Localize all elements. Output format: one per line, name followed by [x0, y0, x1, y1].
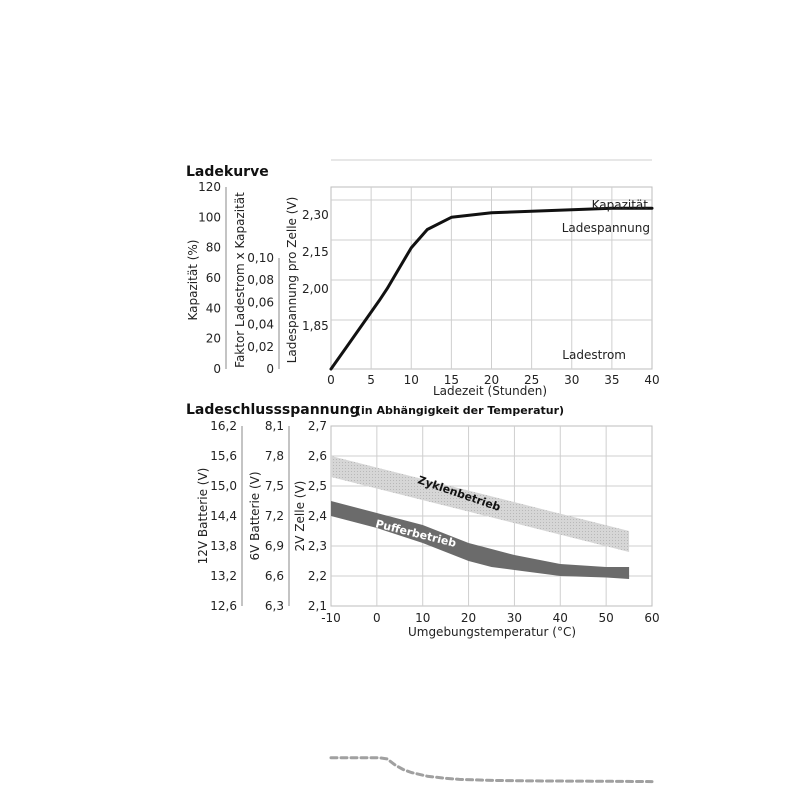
chart1-ytick-current: 0,02	[247, 340, 274, 354]
chart1-ytick-current: 0,06	[247, 295, 274, 309]
chart2-ticks: -10 0 10 20 30 40 50 60 12,6 13,2 13,8 14,4 15,0 15,6…	[210, 419, 659, 625]
chart1-ytick-voltage: 1,85	[302, 319, 329, 333]
chart2-subtitle: (in Abhängigkeit der Temperatur)	[356, 404, 564, 417]
band-zyklenbetrieb	[331, 456, 630, 552]
chart1-ylabel-current-factor: Faktor Ladestrom x Kapazität	[233, 192, 247, 368]
chart1-xtick-label: 25	[524, 373, 539, 387]
chart2-ytick-6v: 6,9	[265, 539, 284, 553]
chart2-ytick-12v: 14,4	[210, 509, 237, 523]
chart1-ytick-current: 0,08	[247, 273, 274, 287]
chart1-axis-labels: Ladezeit (Stunden) Kapazität (%) Faktor …	[186, 192, 650, 398]
chart1-grid	[330, 159, 653, 370]
series-label-ladestrom: Ladestrom	[562, 348, 626, 362]
chart2-ytick-6v: 6,3	[265, 599, 284, 613]
band-label-pufferbetrieb: Pufferbetrieb	[374, 517, 458, 550]
chart2-ytick-12v: 13,8	[210, 539, 237, 553]
chart2-ytick-2v: 2,5	[308, 479, 327, 493]
chart2-ytick-6v: 8,1	[265, 419, 284, 433]
chart1-ytick-voltage: 2,00	[302, 282, 329, 296]
chart2-xtick-label: 0	[373, 611, 381, 625]
chart2-ytick-2v: 2,3	[308, 539, 327, 553]
chart1-ytick-capacity: 20	[206, 332, 221, 346]
chart1-ytick-current: 0,10	[247, 251, 274, 265]
chart2-ylabel-12v: 12V Batterie (V)	[196, 468, 210, 565]
chart1-xtick-label: 35	[604, 373, 619, 387]
chart1-xtick-label: 0	[327, 373, 335, 387]
chart1-xlabel: Ladezeit (Stunden)	[433, 384, 547, 398]
chart2-ytick-2v: 2,6	[308, 449, 327, 463]
chart2-ytick-2v: 2,4	[308, 509, 327, 523]
chart2-ytick-6v: 7,2	[265, 509, 284, 523]
chart1-xtick-label: 5	[367, 373, 375, 387]
chart2-xtick-label: 60	[644, 611, 659, 625]
band-pufferbetrieb	[331, 501, 630, 579]
chart2-title: Ladeschlussspannung	[186, 402, 360, 418]
chart2-xtick-label: 20	[461, 611, 476, 625]
chart2-ylabel-6v: 6V Batterie (V)	[248, 471, 262, 560]
chart2-ytick-2v: 2,2	[308, 569, 327, 583]
chart1-ytick-current: 0	[266, 362, 274, 376]
chart1-ytick-voltage: 2,30	[302, 208, 329, 222]
chart1-ytick-capacity: 120	[198, 180, 221, 194]
chart1-ytick-capacity: 60	[206, 271, 221, 285]
chart2-ytick-2v: 2,7	[308, 419, 327, 433]
chart1-xtick-label: 20	[484, 373, 499, 387]
chart2-ytick-6v: 7,8	[265, 449, 284, 463]
chart1-ylabel-capacity: Kapazität (%)	[186, 240, 200, 321]
chart2-ytick-12v: 12,6	[210, 599, 237, 613]
chart1-ylabel-voltage: Ladespannung pro Zelle (V)	[285, 197, 299, 364]
chart2-ytick-6v: 6,6	[265, 569, 284, 583]
series-label-ladespannung: Ladespannung	[562, 221, 650, 235]
chart2-ytick-6v: 7,5	[265, 479, 284, 493]
chart1-ytick-capacity: 100	[198, 210, 221, 224]
chart2-xtick-label: 30	[507, 611, 522, 625]
chart1-ytick-voltage: 2,15	[302, 245, 329, 259]
chart2-bands	[331, 456, 630, 579]
series-label-kapazitaet: Kapazität	[592, 198, 649, 212]
chart1-ytick-capacity: 80	[206, 241, 221, 255]
chart2-xlabel: Umgebungstemperatur (°C)	[408, 625, 576, 639]
chart1-ytick-capacity: 40	[206, 301, 221, 315]
chart2-ytick-12v: 15,6	[210, 449, 237, 463]
chart2-ytick-12v: 13,2	[210, 569, 237, 583]
series-line-kapazitaet	[329, 206, 654, 371]
chart2-xtick-label: 40	[553, 611, 568, 625]
chart2-ylabel-2v: 2V Zelle (V)	[293, 481, 307, 552]
chart1-ticks: 0 5 10 15 20 25 30 35 40 0 20 40 60 80 100 120 0 0,02 0,04…	[198, 180, 660, 387]
chart1-series	[329, 206, 654, 784]
chart1-xtick-label: 10	[404, 373, 419, 387]
chart2-ytick-12v: 16,2	[210, 419, 237, 433]
chart2-xtick-label: -10	[321, 611, 341, 625]
series-line-ladestrom	[329, 756, 654, 784]
chart1-xtick-label: 40	[644, 373, 659, 387]
chart1-ytick-capacity: 0	[213, 362, 221, 376]
chart2-xtick-label: 50	[599, 611, 614, 625]
chart1-xtick-label: 30	[564, 373, 579, 387]
chart1-xtick-label: 15	[444, 373, 459, 387]
chart1-title: Ladekurve	[186, 164, 269, 180]
chart2-ytick-2v: 2,1	[308, 599, 327, 613]
chart1-ytick-current: 0,04	[247, 318, 274, 332]
chart2-ytick-12v: 15,0	[210, 479, 237, 493]
chart2-xtick-label: 10	[415, 611, 430, 625]
